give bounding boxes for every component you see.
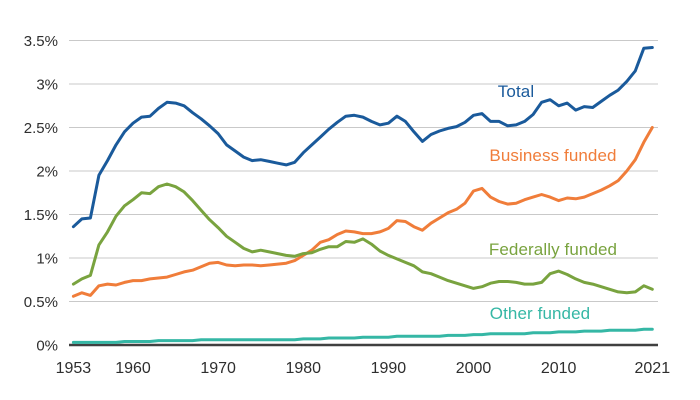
- y-tick-label: 2.5%: [24, 120, 58, 137]
- x-tick-label: 1953: [56, 360, 92, 377]
- series-line-federally-funded: [71, 182, 654, 295]
- x-tick-label: 2000: [456, 360, 492, 377]
- series-line-total: [71, 46, 654, 229]
- x-tick-label: 1980: [285, 360, 321, 377]
- y-tick-label: 3%: [36, 77, 58, 94]
- x-tick-label: 2021: [635, 360, 671, 377]
- y-tick-label: 0%: [36, 338, 58, 355]
- series-label-business-funded: Business funded: [489, 146, 617, 165]
- series-label-total: Total: [497, 82, 535, 101]
- y-tick-label: 2%: [36, 164, 58, 181]
- series-line-business-funded: [71, 126, 654, 298]
- x-tick-label: 1970: [200, 360, 236, 377]
- x-tick-label: 2010: [541, 360, 577, 377]
- series-label-federally-funded: Federally funded: [488, 240, 618, 259]
- x-tick-label: 1960: [115, 360, 151, 377]
- series-line-other-funded: [71, 327, 654, 344]
- y-tick-label: 0.5%: [24, 294, 58, 311]
- x-tick-label: 1990: [371, 360, 407, 377]
- y-tick-label: 3.5%: [24, 33, 58, 50]
- series-label-other-funded: Other funded: [489, 304, 591, 323]
- y-tick-label: 1.5%: [24, 207, 58, 224]
- y-tick-label: 1%: [36, 251, 58, 268]
